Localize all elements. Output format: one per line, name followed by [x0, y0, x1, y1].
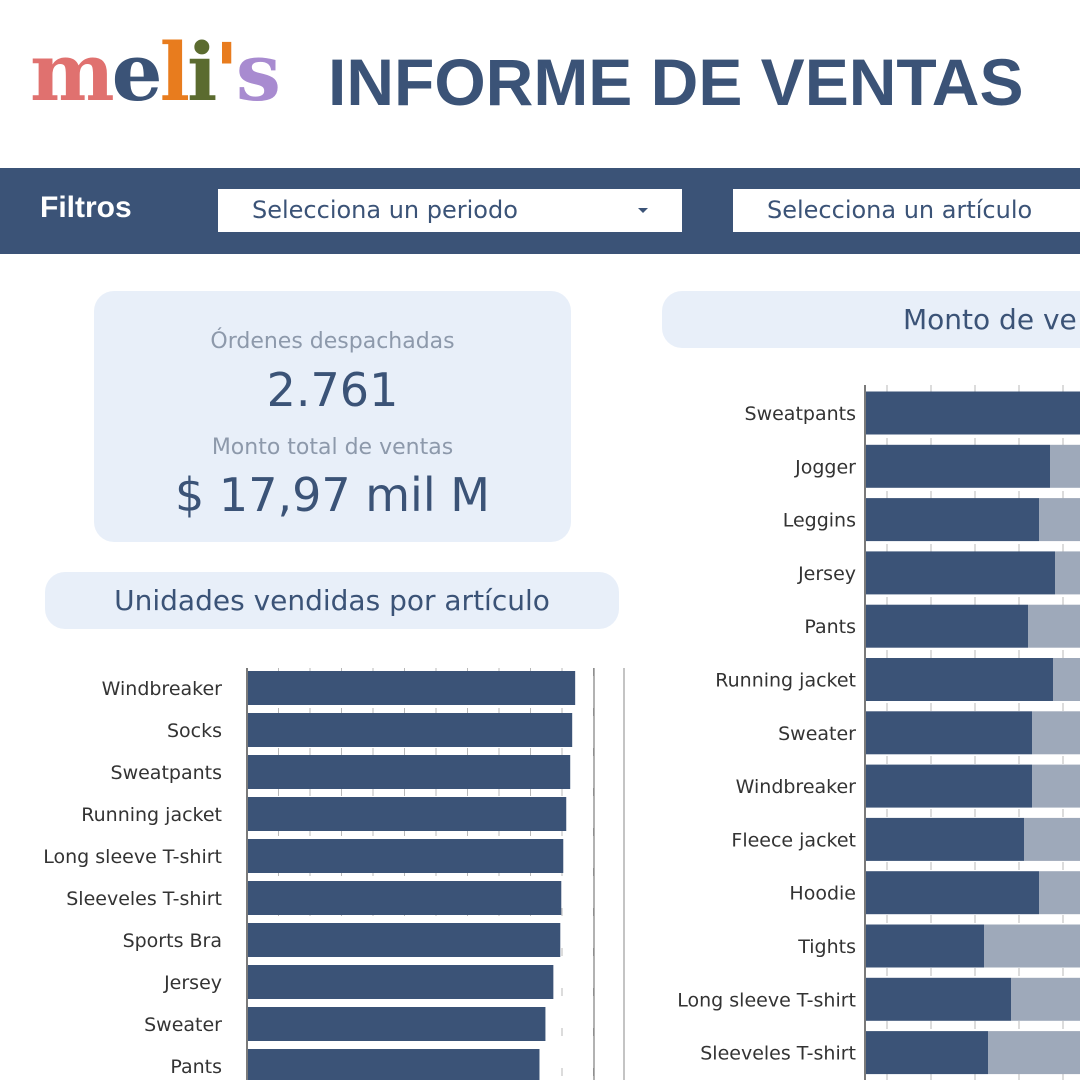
units-chart-title: Unidades vendidas por artículo — [45, 572, 619, 629]
bar-segment-primary[interactable] — [866, 604, 1028, 648]
bar[interactable] — [248, 839, 564, 873]
category-label: Long sleeve T-shirt — [677, 989, 856, 1011]
filter-bar: Filtros Selecciona un periodo Selecciona… — [0, 168, 1080, 254]
bar-segment-secondary[interactable] — [1011, 977, 1080, 1021]
filters-label: Filtros — [40, 191, 132, 224]
bar[interactable] — [248, 1049, 540, 1080]
kpi-card: Órdenes despachadas 2.761 Monto total de… — [94, 291, 571, 542]
bar-segment-secondary[interactable] — [1032, 711, 1080, 755]
bar[interactable] — [248, 1007, 546, 1041]
bar-segment-primary[interactable] — [866, 711, 1032, 755]
bar-segment-primary[interactable] — [866, 551, 1055, 595]
bar-segment-primary[interactable] — [866, 977, 1011, 1021]
category-label: Fleece jacket — [731, 829, 856, 851]
period-select-value: Selecciona un periodo — [252, 196, 518, 224]
category-label: Sleeveles T-shirt — [66, 888, 222, 910]
category-label: Running jacket — [81, 804, 222, 826]
brand-logo: meli's — [30, 22, 281, 122]
bar-segment-secondary[interactable] — [1039, 871, 1080, 915]
bar-segment-primary[interactable] — [866, 871, 1039, 915]
category-label: Jersey — [797, 563, 856, 585]
logo-letter: m — [30, 25, 115, 119]
amount-value: $ 17,97 mil M — [175, 468, 490, 522]
category-label: Jogger — [794, 456, 856, 478]
logo-letter: l — [159, 25, 190, 119]
bar-segment-secondary[interactable] — [1024, 817, 1080, 861]
category-label: Leggins — [783, 510, 856, 532]
bar[interactable] — [248, 965, 554, 999]
category-label: Windbreaker — [102, 678, 223, 700]
bar[interactable] — [248, 755, 571, 789]
bar-segment-secondary[interactable] — [1055, 551, 1080, 595]
bar-segment-primary[interactable] — [866, 658, 1053, 701]
category-label: Jersey — [163, 972, 222, 994]
category-label: Sleeveles T-shirt — [700, 1043, 856, 1065]
bar[interactable] — [248, 923, 561, 957]
bar-segment-primary[interactable] — [866, 444, 1050, 488]
amount-chart-title: Monto de ve — [662, 291, 1080, 348]
bar[interactable] — [248, 671, 576, 705]
page-title: INFORME DE VENTAS — [328, 45, 1024, 119]
category-label: Windbreaker — [736, 776, 857, 798]
category-label: Tights — [797, 936, 856, 958]
bar-segment-secondary[interactable] — [984, 924, 1080, 968]
category-label: Pants — [804, 616, 856, 638]
bar-segment-secondary[interactable] — [1053, 658, 1080, 701]
logo-letter: ' — [214, 25, 238, 119]
category-label: Sports Bra — [123, 930, 222, 952]
amount-label: Monto total de ventas — [211, 435, 454, 460]
category-label: Long sleeve T-shirt — [43, 846, 222, 868]
logo-letter: i — [186, 25, 217, 119]
category-label: Sweatpants — [111, 762, 222, 784]
orders-value: 2.761 — [266, 363, 399, 417]
category-label: Pants — [170, 1056, 222, 1078]
bar-segment-secondary[interactable] — [1028, 604, 1080, 648]
bar-segment-primary[interactable] — [866, 498, 1039, 542]
bar-segment-secondary[interactable] — [1039, 498, 1080, 542]
bar-segment-primary[interactable] — [866, 817, 1024, 861]
logo-letter: s — [235, 25, 281, 119]
category-label: Running jacket — [715, 670, 856, 692]
chevron-down-icon — [638, 208, 648, 213]
article-select-value: Selecciona un artículo — [767, 196, 1033, 224]
bar[interactable] — [248, 881, 562, 915]
bar-segment-secondary[interactable] — [988, 1031, 1080, 1075]
bar-segment-primary[interactable] — [866, 764, 1032, 808]
bar-segment-primary[interactable] — [866, 391, 1080, 435]
header: meli's INFORME DE VENTAS — [0, 0, 1080, 168]
orders-label: Órdenes despachadas — [210, 329, 455, 354]
logo-letter: e — [111, 25, 163, 119]
bar[interactable] — [248, 797, 567, 831]
bar[interactable] — [248, 713, 573, 747]
bar-segment-primary[interactable] — [866, 1031, 988, 1075]
category-label: Socks — [167, 720, 222, 742]
bar-segment-secondary[interactable] — [1050, 444, 1080, 488]
period-select[interactable]: Selecciona un periodo — [218, 189, 682, 232]
category-label: Sweater — [144, 1014, 222, 1036]
category-label: Hoodie — [789, 883, 856, 905]
bar-segment-primary[interactable] — [866, 924, 984, 968]
article-select[interactable]: Selecciona un artículo — [733, 189, 1080, 232]
category-label: Sweater — [778, 723, 856, 745]
category-label: Sweatpants — [745, 403, 856, 425]
bar-segment-secondary[interactable] — [1032, 764, 1080, 808]
